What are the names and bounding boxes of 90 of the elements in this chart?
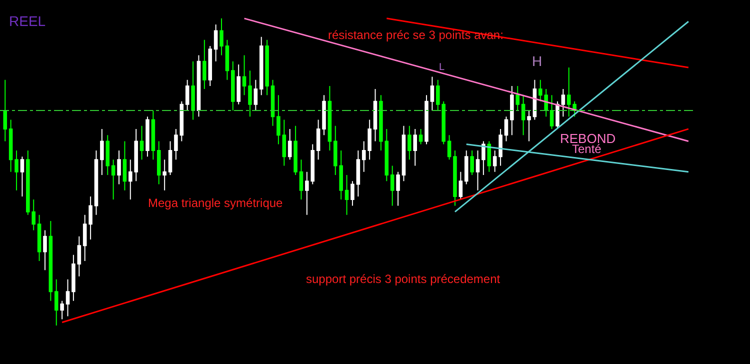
candlestick [242, 54, 246, 96]
candlestick [561, 88, 566, 118]
candlestick [550, 94, 554, 130]
candlestick [482, 140, 486, 176]
candlestick [453, 150, 457, 206]
candlestick [413, 128, 418, 166]
candlestick [37, 214, 42, 262]
candlestick [180, 100, 184, 142]
candlestick [202, 39, 206, 90]
chart-title: REEL [9, 13, 46, 30]
candlestick [470, 150, 474, 176]
candlestick [140, 125, 144, 160]
candlestick [288, 128, 292, 160]
candlestick [487, 140, 492, 172]
candlestick [151, 110, 156, 160]
candlestick [14, 150, 18, 191]
candlestick [492, 150, 497, 172]
candlestick [430, 76, 434, 112]
candlestick [54, 278, 58, 326]
candlestick [60, 300, 64, 320]
candlestick [521, 94, 526, 136]
candlestick [77, 236, 82, 277]
candlestick [527, 110, 531, 142]
candlestick [299, 159, 304, 200]
candlestick [322, 94, 326, 136]
annotation: H [532, 53, 542, 69]
candlestick [316, 119, 320, 160]
candlestick [408, 125, 412, 160]
candlestick [208, 46, 212, 86]
candlestick [8, 119, 13, 172]
candlestick [248, 70, 252, 118]
candlestick [66, 278, 70, 317]
candlestick [100, 128, 104, 176]
candlestick [146, 116, 150, 158]
candlestick [236, 64, 240, 105]
candlestick [396, 171, 400, 206]
candlestick [88, 196, 92, 240]
candlestick [82, 214, 87, 262]
candlestick [94, 150, 98, 216]
candlestick [156, 140, 161, 185]
candlestick [498, 128, 502, 166]
candlestick [162, 159, 166, 191]
candlestick [168, 140, 172, 176]
candlestick [20, 156, 24, 197]
candlestick [254, 79, 258, 112]
candlestick [510, 85, 514, 136]
candlestick [350, 180, 354, 206]
candlestick [458, 171, 463, 200]
annotation: Mega triangle symétrique [148, 196, 284, 210]
candlestick [384, 128, 389, 182]
candlestick [328, 85, 332, 151]
candlestick [72, 254, 76, 302]
candlestick [447, 134, 452, 160]
candlestick [220, 18, 224, 56]
candlestick [464, 150, 468, 185]
candlestick [424, 94, 428, 145]
candlestick [276, 94, 280, 145]
candlestick [48, 220, 53, 302]
candlestick [43, 230, 47, 271]
candlestick [504, 116, 508, 142]
candlestick [282, 119, 286, 166]
candlestick [191, 60, 195, 120]
candlestick [122, 140, 127, 191]
candlestick [231, 60, 235, 112]
candlestick [402, 125, 406, 182]
candlestick [270, 79, 275, 126]
candlestick [214, 24, 218, 62]
candlestick [117, 150, 121, 185]
candlestick [259, 36, 264, 96]
candlestick [111, 159, 116, 200]
candlestick [174, 128, 178, 160]
annotation: L [439, 62, 445, 73]
candlestick [516, 85, 520, 112]
candlestick [3, 79, 8, 142]
candlestick [556, 100, 560, 130]
candlestick [225, 39, 230, 80]
candlestick [106, 134, 110, 176]
candlestick [185, 79, 190, 112]
candlestick [196, 54, 201, 118]
candlestick [265, 39, 269, 96]
annotation: Tenté [572, 142, 602, 156]
candlestick [390, 165, 394, 206]
candlestick [418, 128, 423, 145]
candlestick [356, 150, 360, 197]
candlestick [379, 94, 383, 151]
candlestick [373, 88, 378, 142]
candlestick [476, 150, 480, 191]
candlestick [344, 174, 349, 216]
annotation: support précis 3 points précedement [306, 272, 501, 286]
candlestick [294, 125, 298, 176]
